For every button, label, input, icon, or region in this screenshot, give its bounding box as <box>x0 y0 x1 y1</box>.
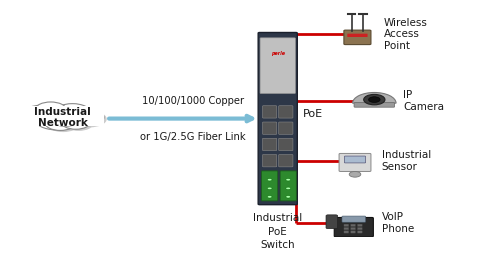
Circle shape <box>35 110 76 130</box>
FancyBboxPatch shape <box>263 122 277 134</box>
FancyBboxPatch shape <box>357 224 362 227</box>
FancyBboxPatch shape <box>258 33 298 205</box>
FancyBboxPatch shape <box>279 154 293 167</box>
Circle shape <box>286 196 291 198</box>
FancyBboxPatch shape <box>351 224 355 227</box>
Circle shape <box>54 104 91 122</box>
FancyBboxPatch shape <box>344 224 349 227</box>
Circle shape <box>73 111 107 127</box>
FancyBboxPatch shape <box>279 106 293 118</box>
FancyBboxPatch shape <box>263 106 277 118</box>
FancyBboxPatch shape <box>280 171 297 201</box>
Circle shape <box>41 112 81 131</box>
Circle shape <box>267 179 272 181</box>
Circle shape <box>286 179 291 181</box>
Circle shape <box>23 105 59 123</box>
FancyBboxPatch shape <box>357 231 362 233</box>
FancyBboxPatch shape <box>279 122 293 134</box>
Circle shape <box>57 105 94 123</box>
Text: Wireless
Access
Point: Wireless Access Point <box>384 18 428 51</box>
FancyBboxPatch shape <box>339 153 371 171</box>
FancyBboxPatch shape <box>357 227 362 230</box>
Text: 10/100/1000 Copper: 10/100/1000 Copper <box>142 96 243 105</box>
FancyBboxPatch shape <box>351 231 355 233</box>
Circle shape <box>46 107 85 126</box>
Circle shape <box>45 115 76 131</box>
FancyBboxPatch shape <box>262 171 278 201</box>
FancyBboxPatch shape <box>263 138 277 151</box>
Circle shape <box>70 109 104 126</box>
FancyBboxPatch shape <box>351 227 355 230</box>
Text: PoE: PoE <box>303 109 323 119</box>
Text: Industrial
Network: Industrial Network <box>34 107 91 128</box>
Text: or 1G/2.5G Fiber Link: or 1G/2.5G Fiber Link <box>140 132 245 142</box>
Circle shape <box>26 107 62 125</box>
Circle shape <box>369 97 380 102</box>
Circle shape <box>64 117 93 131</box>
FancyBboxPatch shape <box>354 103 395 107</box>
FancyBboxPatch shape <box>344 231 349 233</box>
FancyBboxPatch shape <box>263 154 277 167</box>
Circle shape <box>349 171 361 177</box>
Text: Industrial
PoE
Switch: Industrial PoE Switch <box>253 213 302 250</box>
Circle shape <box>267 187 272 189</box>
Circle shape <box>35 102 66 117</box>
Text: IP
Camera: IP Camera <box>403 90 444 112</box>
Text: Industrial
Sensor: Industrial Sensor <box>382 150 431 172</box>
FancyBboxPatch shape <box>260 38 296 93</box>
Text: perle: perle <box>271 51 284 56</box>
FancyBboxPatch shape <box>347 34 368 37</box>
FancyBboxPatch shape <box>279 138 293 151</box>
Circle shape <box>48 117 79 132</box>
Circle shape <box>38 104 69 119</box>
FancyBboxPatch shape <box>342 216 366 222</box>
Circle shape <box>267 196 272 198</box>
Circle shape <box>364 94 385 105</box>
FancyBboxPatch shape <box>334 217 373 237</box>
Text: VoIP
Phone: VoIP Phone <box>382 212 414 234</box>
Polygon shape <box>22 105 104 126</box>
FancyBboxPatch shape <box>344 30 371 45</box>
FancyBboxPatch shape <box>344 227 349 230</box>
FancyBboxPatch shape <box>326 215 338 229</box>
FancyBboxPatch shape <box>344 156 366 163</box>
Wedge shape <box>353 92 396 103</box>
Circle shape <box>286 187 291 189</box>
Circle shape <box>61 115 90 129</box>
